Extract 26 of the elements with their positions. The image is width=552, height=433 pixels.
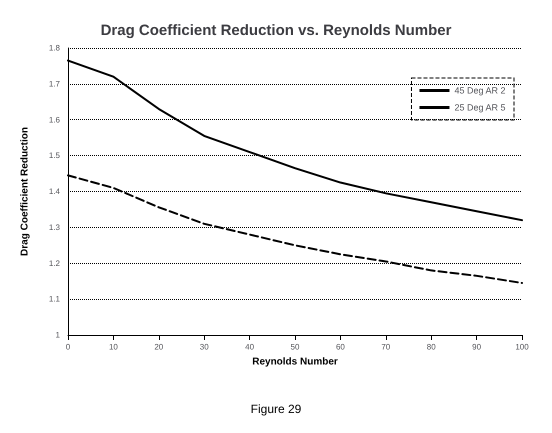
y-tick-label: 1.3 — [48, 222, 61, 232]
x-tick-label: 40 — [245, 342, 255, 352]
x-axis-title: Reynolds Number — [252, 356, 338, 368]
x-tick-label: 100 — [515, 342, 530, 352]
x-tick-label: 90 — [472, 342, 482, 352]
x-tick-label: 0 — [66, 342, 71, 352]
y-tick-label: 1 — [56, 330, 61, 340]
y-tick-label: 1.1 — [48, 294, 61, 304]
y-axis-title: Drag Coefficient Reduction — [20, 127, 30, 256]
x-tick-label: 60 — [336, 342, 346, 352]
legend-label: 45 Deg AR 2 — [454, 86, 506, 96]
y-tick-label: 1.4 — [48, 187, 61, 196]
chart-title: Drag Coefficient Reduction vs. Reynolds Number — [100, 22, 452, 39]
y-tick-label: 1.7 — [48, 79, 61, 88]
y-tick-label: 1.2 — [48, 258, 61, 268]
legend-label: 25 Deg AR 5 — [454, 102, 506, 112]
x-tick-label: 70 — [381, 342, 391, 352]
x-tick-label: 20 — [154, 342, 164, 352]
x-tick-label: 50 — [290, 342, 300, 352]
y-tick-label: 1.6 — [48, 115, 61, 124]
x-tick-label: 80 — [426, 342, 436, 352]
y-tick-label: 1.5 — [48, 151, 61, 160]
y-tick-label: 1.8 — [48, 44, 61, 52]
caption: Figure 29 — [250, 402, 302, 416]
x-tick-label: 30 — [200, 342, 210, 352]
x-tick-label: 10 — [108, 342, 118, 352]
